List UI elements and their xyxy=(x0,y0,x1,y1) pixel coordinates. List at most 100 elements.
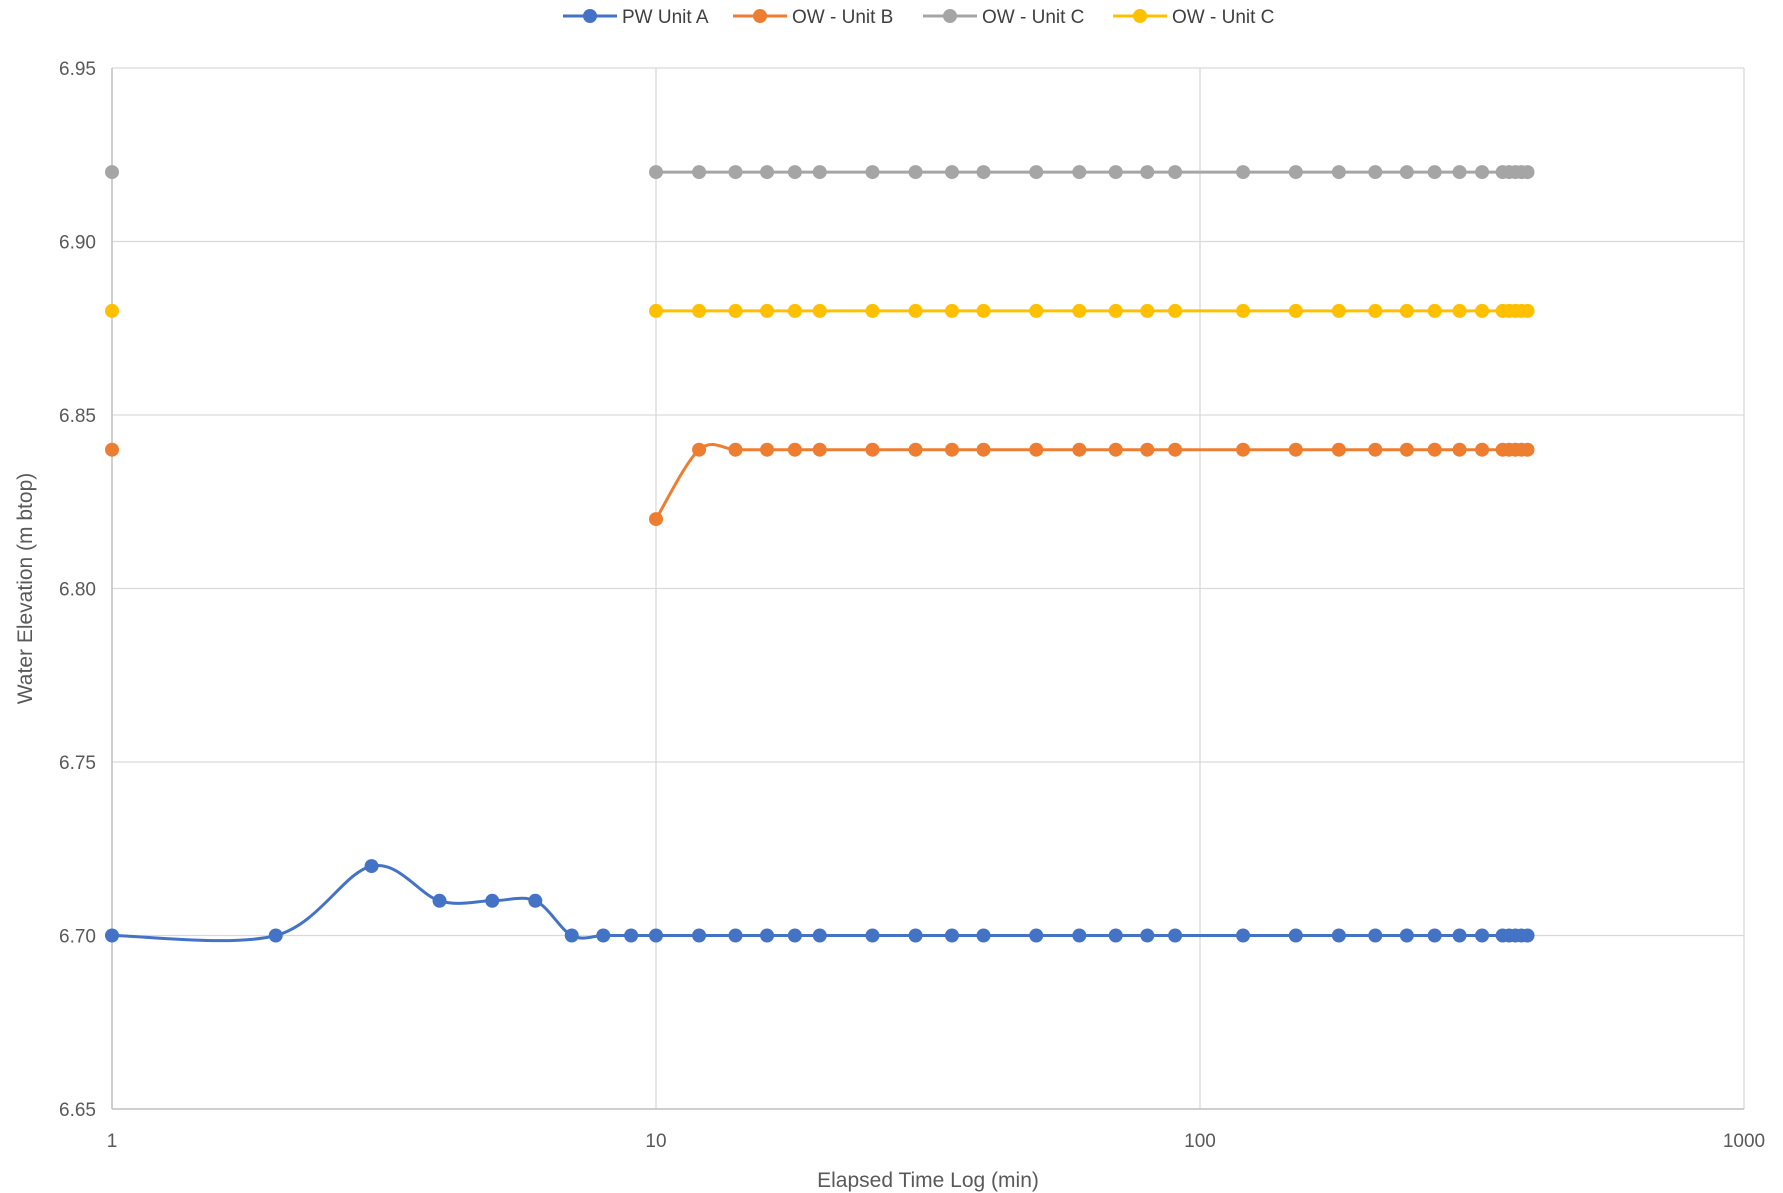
y-tick-label: 6.95 xyxy=(59,59,96,80)
data-point xyxy=(976,442,991,457)
data-point xyxy=(1520,165,1535,180)
legend-marker xyxy=(753,9,767,23)
data-point xyxy=(812,165,827,180)
data-point xyxy=(728,303,743,318)
data-point xyxy=(1072,442,1087,457)
data-point xyxy=(105,303,119,318)
data-point xyxy=(364,859,379,874)
data-point xyxy=(1452,442,1467,457)
x-tick-label: 1000 xyxy=(1723,1131,1765,1152)
data-point xyxy=(728,928,743,943)
y-tick-label: 6.75 xyxy=(59,753,96,774)
y-tick-label: 6.80 xyxy=(59,580,96,601)
data-point xyxy=(1029,442,1044,457)
data-point xyxy=(268,928,283,943)
data-point xyxy=(908,165,923,180)
data-point xyxy=(865,303,880,318)
data-point xyxy=(1108,928,1123,943)
data-point xyxy=(760,303,775,318)
data-point xyxy=(1029,928,1044,943)
data-point xyxy=(1288,165,1303,180)
data-point xyxy=(1452,165,1467,180)
data-point xyxy=(760,928,775,943)
legend-item: OW - Unit C xyxy=(1113,7,1274,28)
data-point xyxy=(1475,165,1490,180)
data-point xyxy=(1108,303,1123,318)
data-point xyxy=(728,165,743,180)
data-point xyxy=(1368,303,1383,318)
data-point xyxy=(1399,303,1414,318)
data-point xyxy=(692,928,707,943)
data-point xyxy=(944,303,959,318)
series-1 xyxy=(105,859,1535,943)
data-point xyxy=(1520,303,1535,318)
data-point xyxy=(1168,303,1183,318)
data-point xyxy=(1368,442,1383,457)
data-point xyxy=(1168,165,1183,180)
data-point xyxy=(1236,165,1251,180)
data-point xyxy=(760,442,775,457)
data-point xyxy=(624,928,639,943)
data-point xyxy=(596,928,611,943)
x-tick-label: 100 xyxy=(1184,1131,1216,1152)
data-point xyxy=(1331,442,1346,457)
x-axis-title: Elapsed Time Log (min) xyxy=(817,1169,1039,1192)
y-tick-label: 6.85 xyxy=(59,406,96,427)
legend-marker xyxy=(1133,9,1147,23)
legend-item: OW - Unit B xyxy=(733,7,893,28)
legend-marker xyxy=(943,9,957,23)
data-point xyxy=(1399,442,1414,457)
data-point xyxy=(1427,442,1442,457)
data-point xyxy=(1427,165,1442,180)
data-point xyxy=(1475,442,1490,457)
x-tick-label: 1 xyxy=(107,1131,118,1152)
data-point xyxy=(1288,442,1303,457)
data-point xyxy=(760,165,775,180)
series-line xyxy=(654,443,1528,520)
data-point xyxy=(692,165,707,180)
data-point xyxy=(528,893,543,908)
y-tick-label: 6.90 xyxy=(59,233,96,254)
series-3 xyxy=(105,165,1535,180)
data-point xyxy=(649,165,663,180)
data-point xyxy=(908,928,923,943)
legend-label: OW - Unit B xyxy=(792,7,893,28)
x-tick-label: 10 xyxy=(645,1131,666,1152)
series-4 xyxy=(105,303,1535,318)
data-point xyxy=(812,928,827,943)
data-point xyxy=(944,928,959,943)
data-point xyxy=(1236,442,1251,457)
data-point xyxy=(1331,928,1346,943)
data-point xyxy=(1168,442,1183,457)
gridlines xyxy=(112,67,1745,1109)
data-point xyxy=(787,442,802,457)
data-point xyxy=(1140,442,1155,457)
data-point xyxy=(787,303,802,318)
data-point xyxy=(432,893,447,908)
data-point xyxy=(692,303,707,318)
data-point xyxy=(1368,165,1383,180)
y-tick-label: 6.70 xyxy=(59,927,96,948)
data-point xyxy=(944,442,959,457)
data-point xyxy=(692,442,707,457)
data-point xyxy=(1475,303,1490,318)
data-point xyxy=(649,512,663,527)
data-point xyxy=(1368,928,1383,943)
data-point xyxy=(1399,928,1414,943)
data-point xyxy=(1399,165,1414,180)
legend-item: PW Unit A xyxy=(563,7,709,28)
data-point xyxy=(865,928,880,943)
data-point xyxy=(865,165,880,180)
data-point xyxy=(1331,303,1346,318)
data-point xyxy=(908,303,923,318)
series-2 xyxy=(105,442,1535,527)
axes: 6.65 6.70 6.75 6.80 6.85 6.90 6.95 1 10 100 1000 xyxy=(59,59,1765,1152)
data-point xyxy=(728,442,743,457)
legend-label: PW Unit A xyxy=(622,7,709,28)
data-point xyxy=(1331,165,1346,180)
data-point xyxy=(649,928,663,943)
data-point xyxy=(944,165,959,180)
data-point xyxy=(1427,928,1442,943)
data-point xyxy=(1236,303,1251,318)
data-point xyxy=(908,442,923,457)
